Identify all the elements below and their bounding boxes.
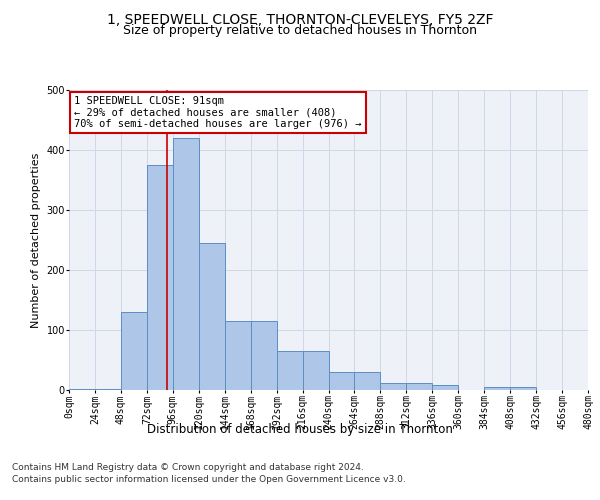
Bar xyxy=(173,138,199,390)
Bar xyxy=(95,389,121,390)
Text: Size of property relative to detached houses in Thornton: Size of property relative to detached ho… xyxy=(123,24,477,37)
Text: 1 SPEEDWELL CLOSE: 91sqm
← 29% of detached houses are smaller (408)
70% of semi-: 1 SPEEDWELL CLOSE: 91sqm ← 29% of detach… xyxy=(74,96,362,129)
Y-axis label: Number of detached properties: Number of detached properties xyxy=(31,152,41,328)
Bar xyxy=(277,351,302,390)
Bar xyxy=(355,372,380,390)
Text: Contains public sector information licensed under the Open Government Licence v3: Contains public sector information licen… xyxy=(12,475,406,484)
Bar xyxy=(199,243,224,390)
Text: 1, SPEEDWELL CLOSE, THORNTON-CLEVELEYS, FY5 2ZF: 1, SPEEDWELL CLOSE, THORNTON-CLEVELEYS, … xyxy=(107,12,493,26)
Bar xyxy=(406,383,432,390)
Bar xyxy=(225,321,251,390)
Bar xyxy=(69,389,95,390)
Bar xyxy=(147,165,173,390)
Bar xyxy=(251,321,277,390)
Text: Distribution of detached houses by size in Thornton: Distribution of detached houses by size … xyxy=(147,422,453,436)
Text: Contains HM Land Registry data © Crown copyright and database right 2024.: Contains HM Land Registry data © Crown c… xyxy=(12,462,364,471)
Bar xyxy=(380,383,406,390)
Bar xyxy=(484,387,510,390)
Bar xyxy=(510,387,536,390)
Bar xyxy=(121,312,147,390)
Bar xyxy=(329,372,355,390)
Bar xyxy=(302,351,329,390)
Bar xyxy=(432,385,458,390)
